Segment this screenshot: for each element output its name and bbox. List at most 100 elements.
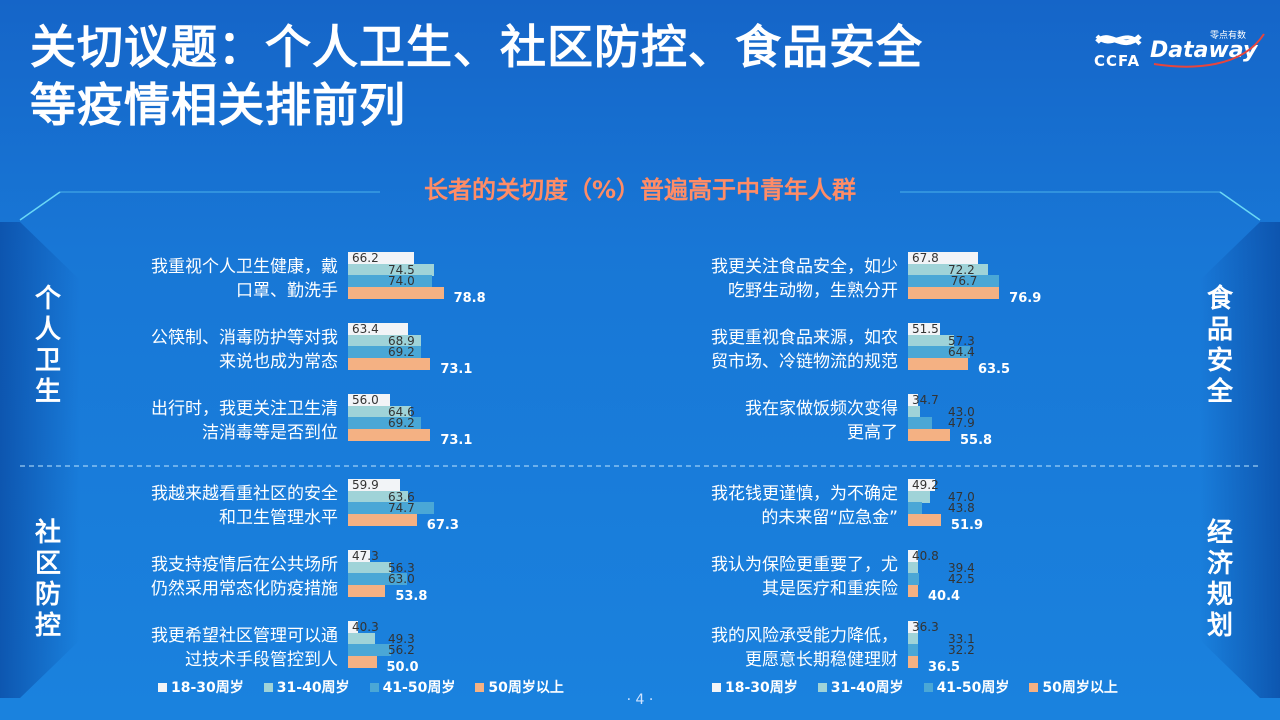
bar-group: 51.5 57.3 64.4 63.5 xyxy=(908,320,1128,384)
dataway-swoosh-icon xyxy=(1153,33,1265,68)
legend-label: 50周岁以上 xyxy=(488,680,564,696)
value-label-series-4: 78.8 xyxy=(453,290,486,306)
legend-swatch xyxy=(369,682,379,692)
chart-item: 我花钱更谨慎，为不确定 的未来留“应急金” 49.2 47.0 43.8 51.9 xyxy=(560,476,1120,540)
value-label-series-2: 47.0 xyxy=(948,489,975,504)
value-label-series-4: 36.5 xyxy=(928,659,961,675)
category-label: 出行时，我更关注卫生清 洁消毒等是否到位 xyxy=(108,391,338,445)
value-label-series-3: 74.7 xyxy=(388,501,415,515)
value-label-series-2: 63.6 xyxy=(388,489,415,504)
bar-series-1 xyxy=(348,479,400,491)
value-label-series-1: 67.8 xyxy=(912,251,939,265)
bar-series-1 xyxy=(348,252,415,264)
value-label-series-3: 76.7 xyxy=(950,274,978,288)
category-label-line: 更愿意长期稳健理财 xyxy=(745,650,898,670)
category-label-line: 出行时，我更关注卫生清 xyxy=(151,399,338,419)
chart-item: 我认为保险更重要了，尤 其是医疗和重疾险 40.8 39.4 42.5 40.4 xyxy=(560,547,1120,611)
ccfa-emblem-icon xyxy=(1095,34,1142,46)
legend-swatch xyxy=(1029,682,1039,692)
bar-series-4 xyxy=(908,513,941,526)
category-label: 我认为保险更重要了，尤 其是医疗和重疾险 xyxy=(668,547,898,601)
legend-label: 50周岁以上 xyxy=(1042,680,1118,696)
category-label: 我的风险承受能力降低， 更愿意长期稳健理财 xyxy=(668,618,898,672)
category-label-line: 更高了 xyxy=(847,423,898,443)
category-label: 我重视个人卫生健康，戴 口罩、勤洗手 xyxy=(108,249,338,303)
chart-item: 我在家做饭频次变得 更高了 34.7 43.0 47.9 55.8 xyxy=(560,391,1120,455)
bar-group: 40.8 39.4 42.5 40.4 xyxy=(908,547,1128,611)
category-label-line: 我重视个人卫生健康，戴 xyxy=(151,257,338,277)
bar-series-1 xyxy=(908,252,978,264)
value-label-series-3: 32.2 xyxy=(948,643,975,657)
bar-series-2 xyxy=(908,561,918,574)
legend-label: 31-40周岁 xyxy=(830,680,904,696)
value-label-series-1: 56.0 xyxy=(352,393,379,407)
chart-item: 我越来越看重社区的安全 和卫生管理水平 59.9 63.6 74.7 67.3 xyxy=(0,476,560,540)
bar-series-3 xyxy=(908,573,920,585)
legend-swatch xyxy=(158,682,167,692)
bar-series-1 xyxy=(348,394,391,406)
legend-label: 41-50周岁 xyxy=(936,680,1010,696)
bar-series-3 xyxy=(908,502,923,514)
category-label: 我更重视食品来源，如农 贸市场、冷链物流的规范 xyxy=(668,320,898,374)
bar-series-3 xyxy=(348,502,435,514)
value-label-series-1: 40.8 xyxy=(912,549,939,563)
legend-item: 50周岁以上 xyxy=(475,677,564,697)
section-label-personal-hygiene: 个人卫生 xyxy=(34,284,61,407)
bar-series-3 xyxy=(348,573,407,585)
value-label-series-4: 63.5 xyxy=(977,361,1011,377)
value-label-series-1: 51.5 xyxy=(912,322,939,336)
bar-series-1 xyxy=(348,323,408,335)
legend-label: 18-30周岁 xyxy=(171,680,244,696)
bar-group: 40.3 49.3 56.2 50.0 xyxy=(348,618,568,682)
bar-series-3 xyxy=(908,644,918,656)
bar-series-2 xyxy=(908,405,921,418)
value-label-series-4: 73.1 xyxy=(440,361,473,377)
value-label-series-2: 39.4 xyxy=(948,560,975,575)
value-label-series-2: 56.3 xyxy=(388,560,415,575)
category-label-line: 我在家做饭频次变得 xyxy=(745,399,898,419)
value-label-series-3: 74.0 xyxy=(388,274,415,288)
right-side-panel xyxy=(1200,222,1280,698)
bar-series-2 xyxy=(908,490,930,503)
bar-series-2 xyxy=(348,334,421,347)
bar-series-4 xyxy=(348,513,417,526)
value-label-series-4: 67.3 xyxy=(426,517,459,533)
category-label-line: 公筷制、消毒防护等对我 xyxy=(151,328,338,348)
section-label-food-safety: 食品安全 xyxy=(1206,284,1233,407)
value-label-series-3: 42.5 xyxy=(948,572,975,586)
category-label: 我花钱更谨慎，为不确定 的未来留“应急金” xyxy=(668,476,898,530)
value-label-series-2: 64.6 xyxy=(388,404,415,419)
chart-item: 我更重视食品来源，如农 贸市场、冷链物流的规范 51.5 57.3 64.4 63.5 xyxy=(560,320,1120,384)
category-label-line: 我越来越看重社区的安全 xyxy=(151,484,338,504)
value-label-series-1: 40.3 xyxy=(352,620,379,634)
chart-item: 我更希望社区管理可以通 过技术手段管控到人 40.3 49.3 56.2 50.0 xyxy=(0,618,560,682)
value-label-series-4: 50.0 xyxy=(386,659,419,675)
category-label: 我在家做饭频次变得更高了 xyxy=(668,391,898,445)
legend-swatch xyxy=(263,682,273,692)
legend-label: 41-50周岁 xyxy=(382,680,456,696)
value-label-series-1: 63.4 xyxy=(352,322,379,336)
value-label-series-2: 49.3 xyxy=(388,631,415,646)
bar-group: 49.2 47.0 43.8 51.9 xyxy=(908,476,1128,540)
ccfa-dataway-logo: CCFA Dataway 零点有数 xyxy=(1092,24,1272,72)
ccfa-logo-text: CCFA xyxy=(1094,52,1141,70)
value-label-series-4: 55.8 xyxy=(960,432,993,448)
category-label-line: 来说也成为常态 xyxy=(219,352,338,372)
bar-series-2 xyxy=(348,405,411,418)
bar-series-4 xyxy=(908,655,918,668)
bar-group: 36.3 33.1 32.2 36.5 xyxy=(908,618,1128,682)
legend-item: 18-30周岁 xyxy=(158,677,244,697)
page-title: 关切议题：个人卫生、社区防控、食品安全 等疫情相关排前列 xyxy=(30,20,923,132)
value-label-series-1: 36.3 xyxy=(912,620,939,634)
bar-series-2 xyxy=(348,632,375,645)
value-label-series-2: 74.5 xyxy=(388,262,415,277)
value-label-series-3: 43.8 xyxy=(948,501,975,515)
bar-group: 47.3 56.3 63.0 53.8 xyxy=(348,547,568,611)
bar-series-3 xyxy=(348,346,422,358)
legend-left: 18-30周岁 31-40周岁 41-50周岁 50周岁以上 xyxy=(158,677,564,697)
value-label-series-4: 40.4 xyxy=(928,588,961,604)
value-label-series-2: 43.0 xyxy=(948,404,975,419)
category-label: 公筷制、消毒防护等对我来说也成为常态 xyxy=(108,320,338,374)
value-label-series-4: 73.1 xyxy=(440,432,473,448)
